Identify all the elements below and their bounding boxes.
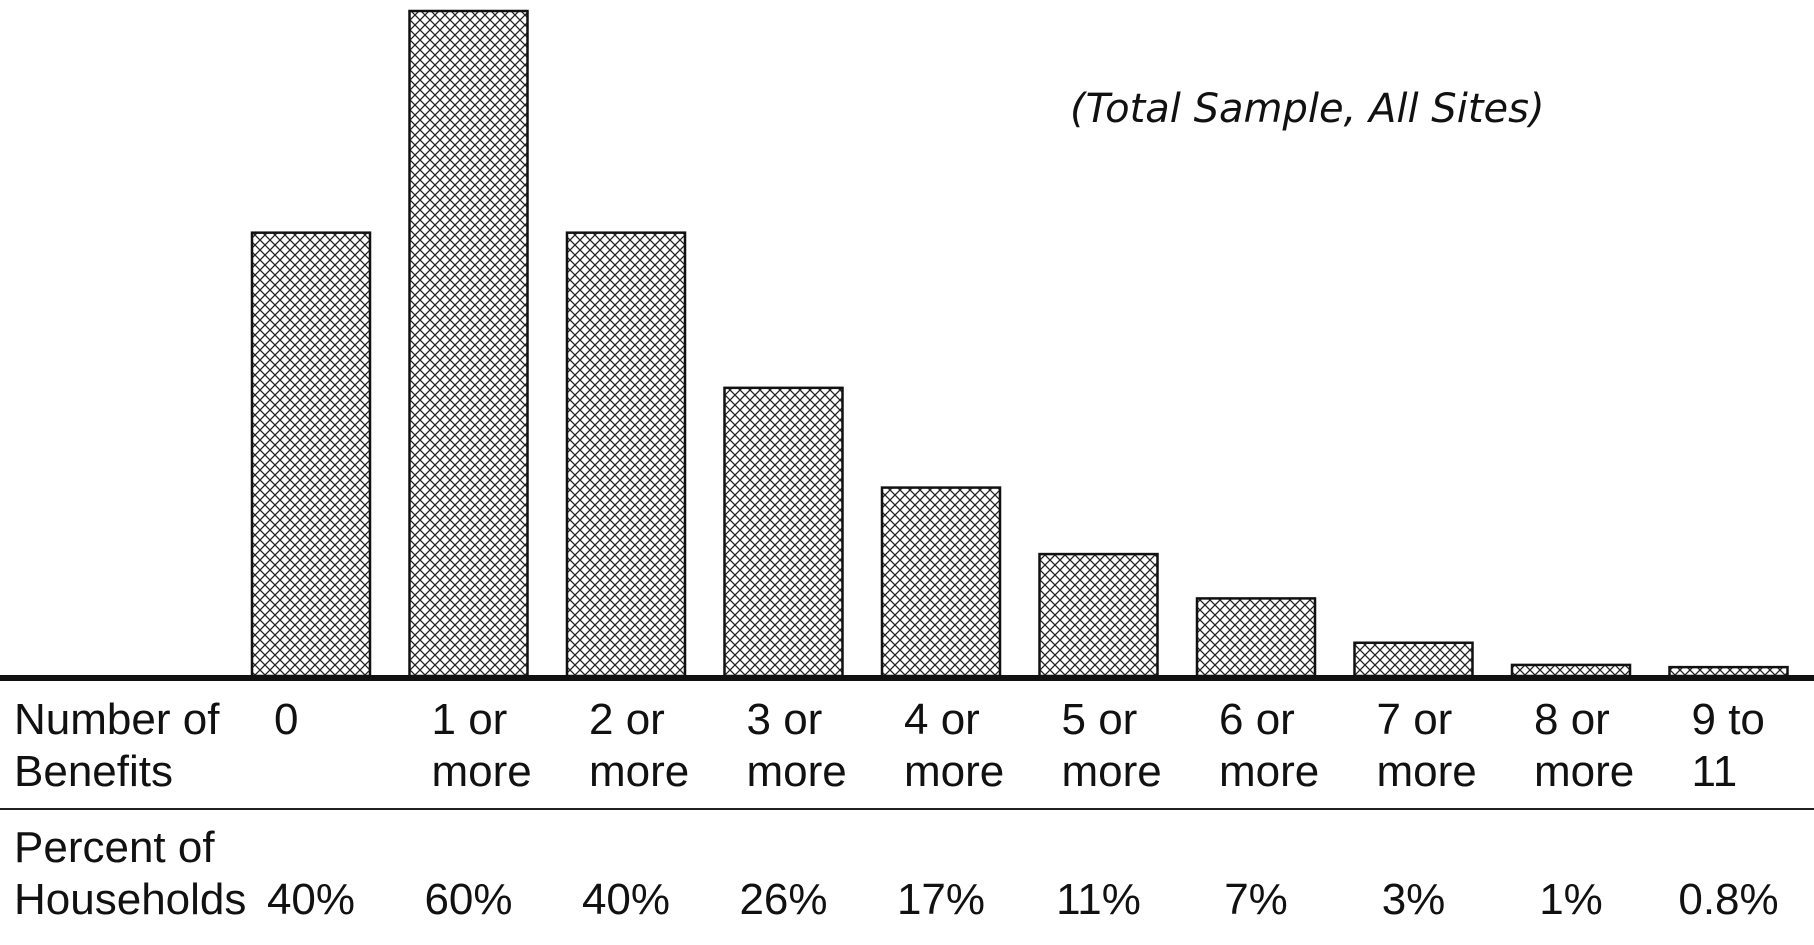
percent-label-3: 26%: [739, 875, 828, 924]
bar-1: [408, 9, 529, 678]
category-label-6: 6 or more: [1219, 695, 1320, 796]
bar-2: [565, 231, 687, 678]
percent-label-4: 17%: [896, 875, 986, 924]
category-label-1: 1 or more: [431, 695, 532, 796]
category-label-0: 0: [274, 695, 299, 744]
category-label-3: 3 or more: [746, 695, 847, 796]
category-label-9: 9 to 11: [1691, 695, 1765, 796]
percent-label-2: 40%: [581, 875, 671, 924]
category-label-8: 8 or more: [1534, 695, 1635, 796]
chart-subtitle: (Total Sample, All Sites): [1070, 86, 1545, 132]
percent-label-9: 0.8%: [1678, 875, 1779, 924]
row-label-percent-of-households: Percent of Households: [14, 823, 247, 924]
bar-7: [1353, 641, 1474, 678]
category-label-4: 4 or more: [904, 695, 1005, 796]
bar-0: [250, 231, 372, 678]
percent-label-6: 7%: [1224, 875, 1288, 924]
category-label-2: 2 or more: [589, 695, 690, 796]
percent-label-1: 60%: [424, 875, 513, 924]
row-label-number-of-benefits: Number of Benefits: [14, 695, 220, 796]
percent-label-8: 1%: [1539, 875, 1603, 924]
percent-label-5: 11%: [1056, 875, 1141, 924]
bars-group: [250, 9, 1789, 678]
bar-9: [1668, 665, 1789, 678]
category-label-5: 5 or more: [1061, 695, 1162, 796]
bar-5: [1038, 552, 1159, 678]
bar-6: [1195, 597, 1317, 678]
bar-3: [723, 386, 844, 678]
table-divider: [0, 808, 1814, 810]
bar-8: [1510, 663, 1632, 678]
category-label-7: 7 or more: [1376, 695, 1477, 796]
bar-4: [880, 486, 1002, 678]
percent-label-0: 40%: [266, 875, 356, 924]
percent-label-7: 3%: [1381, 875, 1446, 924]
